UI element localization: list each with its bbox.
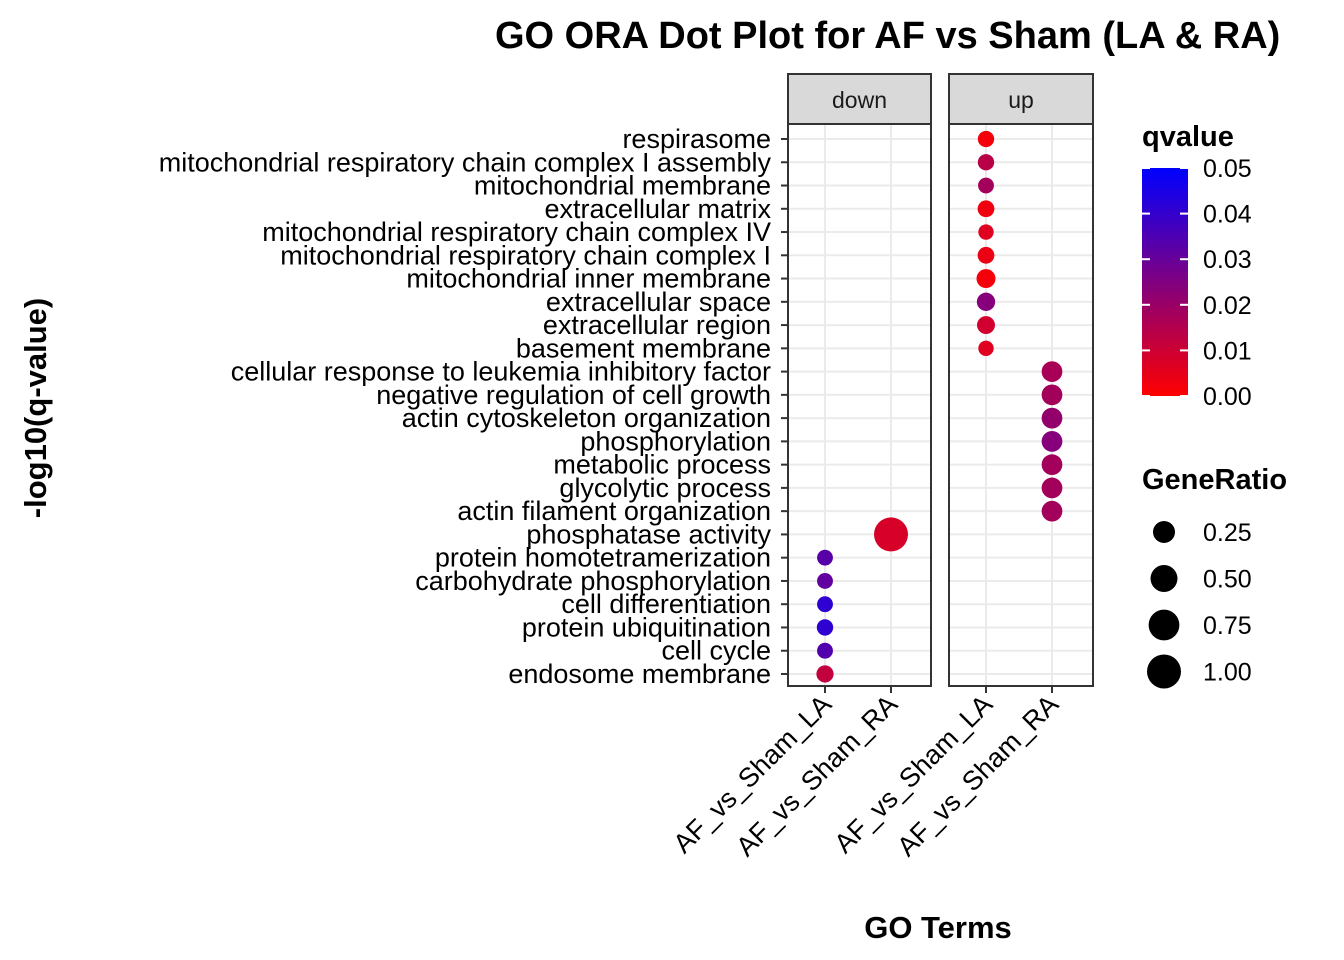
y-tick-label: mitochondrial membrane [474, 171, 771, 201]
data-point [817, 573, 833, 589]
panel-background [788, 124, 931, 686]
gene-ratio-legend-dot [1147, 654, 1181, 689]
data-point [874, 517, 908, 552]
data-point [816, 619, 834, 636]
y-tick-label: cell cycle [661, 636, 771, 666]
x-tick-labels: AF_vs_Sham_LAAF_vs_Sham_RAAF_vs_Sham_LAA… [667, 689, 1064, 862]
data-point [817, 549, 833, 566]
y-tick-label: actin cytoskeleton organization [402, 403, 771, 433]
data-point [817, 642, 833, 659]
panel-border [948, 123, 1094, 687]
gene-ratio-legend-dot [1150, 565, 1178, 592]
data-point [1041, 384, 1063, 406]
qvalue-legend-title: qvalue [1142, 121, 1234, 153]
y-tick-label: mitochondrial inner membrane [406, 264, 771, 294]
qvalue-legend-label: 0.01 [1203, 337, 1252, 365]
chart-title: GO ORA Dot Plot for AF vs Sham (LA & RA) [495, 15, 1280, 57]
data-point [1041, 500, 1063, 522]
data-point [978, 177, 994, 194]
y-tick-label: protein ubiquitination [522, 612, 771, 642]
y-tick-label: phosphatase activity [526, 519, 771, 549]
data-point [977, 200, 995, 218]
y-tick-label: actin filament organization [457, 496, 771, 526]
gene-ratio-legend-label: 0.75 [1203, 612, 1252, 640]
gene-ratio-legend-dot [1148, 609, 1180, 641]
data-point [978, 340, 994, 357]
y-tick-label: basement membrane [516, 333, 771, 363]
data-point [1041, 431, 1063, 452]
data-point [1041, 407, 1063, 429]
strip-label-up: up [1008, 87, 1034, 113]
data-point [816, 665, 834, 683]
gene-ratio-legend-label: 1.00 [1203, 659, 1252, 687]
y-tick-label: phosphorylation [580, 426, 771, 456]
data-point [817, 596, 833, 613]
facet-panel-up: up [948, 73, 1094, 693]
qvalue-legend-label: 0.05 [1203, 155, 1252, 183]
qvalue-legend-label: 0.02 [1203, 292, 1252, 320]
data-point [977, 154, 995, 171]
data-point [1041, 454, 1063, 476]
y-tick-label: cell differentiation [561, 589, 771, 619]
data-point [977, 316, 995, 335]
y-tick-label: extracellular region [543, 310, 771, 340]
gene-ratio-legend-label: 0.25 [1203, 519, 1252, 547]
data-point [978, 224, 994, 240]
y-tick-label: negative regulation of cell growth [376, 380, 771, 410]
y-tick-label: cellular response to leukemia inhibitory… [231, 357, 771, 387]
y-axis-title: -log10(q-value) [18, 298, 53, 518]
gene-ratio-legend: GeneRatio 0.25 0.50 0.75 1.00 [1142, 464, 1287, 689]
y-tick-label: respirasome [622, 124, 771, 154]
strip-label-down: down [832, 87, 887, 113]
y-tick-label: extracellular matrix [544, 194, 771, 224]
qvalue-legend-label: 0.03 [1203, 246, 1252, 274]
panel-background [949, 124, 1093, 686]
data-point [1041, 361, 1063, 382]
panel-border [787, 123, 932, 687]
y-tick-label: extracellular space [546, 287, 771, 317]
gene-ratio-legend-label: 0.50 [1203, 566, 1252, 594]
qvalue-legend-label: 0.04 [1203, 201, 1252, 229]
y-tick-label: metabolic process [553, 450, 771, 480]
data-point [976, 292, 996, 311]
gene-ratio-legend-title: GeneRatio [1142, 464, 1287, 496]
y-tick-label: protein homotetramerization [435, 543, 771, 573]
data-point [977, 246, 995, 264]
y-tick-label: endosome membrane [508, 659, 771, 689]
y-tick-label: mitochondrial respiratory chain complex … [280, 240, 771, 270]
facet-panel-down: down [787, 73, 932, 693]
y-tick-label: carbohydrate phosphorylation [415, 566, 771, 596]
gene-ratio-legend-dot [1153, 521, 1175, 543]
data-point [977, 130, 995, 148]
qvalue-legend-label: 0.00 [1203, 383, 1252, 411]
data-point [976, 269, 996, 289]
data-point [1041, 477, 1063, 499]
qvalue-legend: qvalue 0.05 0.04 0.03 0.02 0.01 0.00 [1142, 121, 1252, 411]
strip-background [787, 73, 932, 125]
y-tick-label: mitochondrial respiratory chain complex … [262, 217, 771, 247]
facet-panels: down up [787, 73, 1094, 693]
x-axis-title: GO Terms [864, 910, 1012, 945]
y-tick-label: mitochondrial respiratory chain complex … [159, 147, 772, 177]
y-tick-label: glycolytic process [559, 473, 771, 503]
qvalue-colorbar [1142, 168, 1188, 396]
